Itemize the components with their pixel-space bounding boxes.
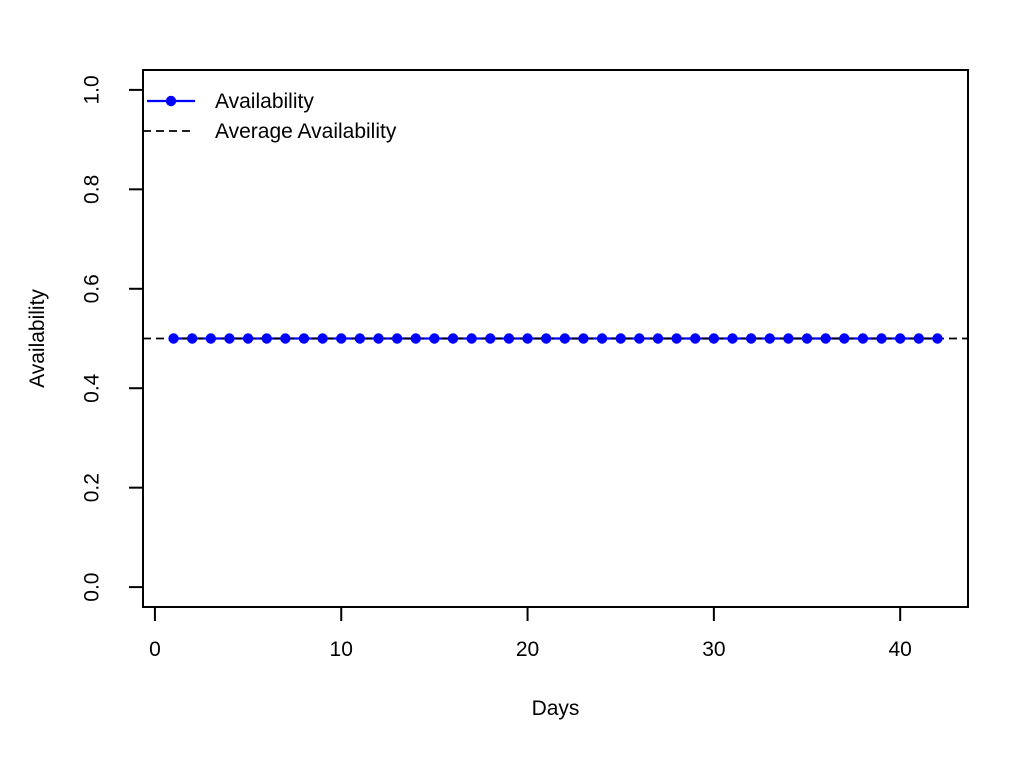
availability-data-point — [764, 333, 775, 344]
y-axis-tick-label: 0.2 — [81, 473, 104, 502]
availability-data-point — [168, 333, 179, 344]
x-axis-tick-label: 40 — [889, 638, 912, 661]
availability-data-point — [540, 333, 552, 344]
availability-data-point — [820, 333, 831, 344]
x-axis-tick-label: 20 — [516, 638, 539, 661]
availability-data-point — [690, 333, 701, 344]
availability-data-point — [932, 333, 943, 344]
availability-data-point — [391, 333, 403, 344]
y-axis-tick-label: 0.8 — [81, 175, 104, 204]
x-axis-tick-label: 30 — [702, 638, 725, 661]
x-axis-tick-label: 10 — [330, 638, 353, 661]
availability-data-point — [559, 333, 571, 344]
availability-data-point — [671, 333, 682, 344]
x-axis-title: Days — [532, 697, 580, 720]
availability-data-point — [373, 333, 384, 344]
y-axis-title: Availability — [26, 289, 49, 388]
availability-data-point — [615, 333, 626, 344]
legend-label-average-availability: Average Availability — [215, 120, 397, 143]
availability-data-point — [466, 333, 477, 344]
availability-data-point — [224, 333, 235, 344]
availability-data-point — [205, 333, 217, 344]
availability-data-point — [913, 333, 925, 344]
x-axis-tick-label: 0 — [149, 638, 161, 661]
availability-data-point — [652, 333, 664, 344]
availability-data-point — [522, 333, 533, 344]
availability-data-point — [894, 333, 906, 344]
availability-data-point — [503, 333, 515, 344]
availability-data-point — [280, 333, 291, 344]
availability-data-point — [801, 333, 813, 344]
availability-data-point — [783, 333, 794, 344]
y-axis-tick-label: 0.6 — [81, 274, 104, 303]
availability-data-point — [596, 333, 608, 344]
availability-data-point — [317, 333, 328, 344]
availability-data-point — [839, 333, 850, 344]
availability-data-point — [876, 333, 887, 344]
availability-data-point — [634, 333, 645, 344]
availability-data-point — [429, 333, 440, 344]
availability-data-point — [261, 333, 272, 344]
availability-data-point — [857, 333, 869, 344]
plot-dynamic-layer: 0 10 20 30 40 0.0 0.2 0.4 0.6 0.8 1.0 — [81, 69, 969, 661]
availability-data-point — [186, 333, 198, 344]
availability-data-point — [336, 333, 347, 344]
availability-data-point — [745, 333, 757, 344]
availability-data-point — [242, 333, 254, 344]
availability-data-point — [485, 333, 496, 344]
availability-data-point — [447, 333, 459, 344]
availability-data-point — [727, 333, 738, 344]
y-axis-tick-label: 0.0 — [81, 573, 104, 602]
availability-data-point — [410, 333, 421, 344]
availability-data-point — [298, 333, 310, 344]
availability-data-point — [354, 333, 366, 344]
y-axis-tick-label: 1.0 — [81, 75, 104, 104]
availability-data-point — [708, 333, 720, 344]
legend-key-availability-marker — [165, 95, 177, 107]
availability-data-point — [578, 333, 589, 344]
legend-label-availability: Availability — [215, 90, 314, 113]
y-axis-tick-label: 0.4 — [81, 373, 104, 403]
